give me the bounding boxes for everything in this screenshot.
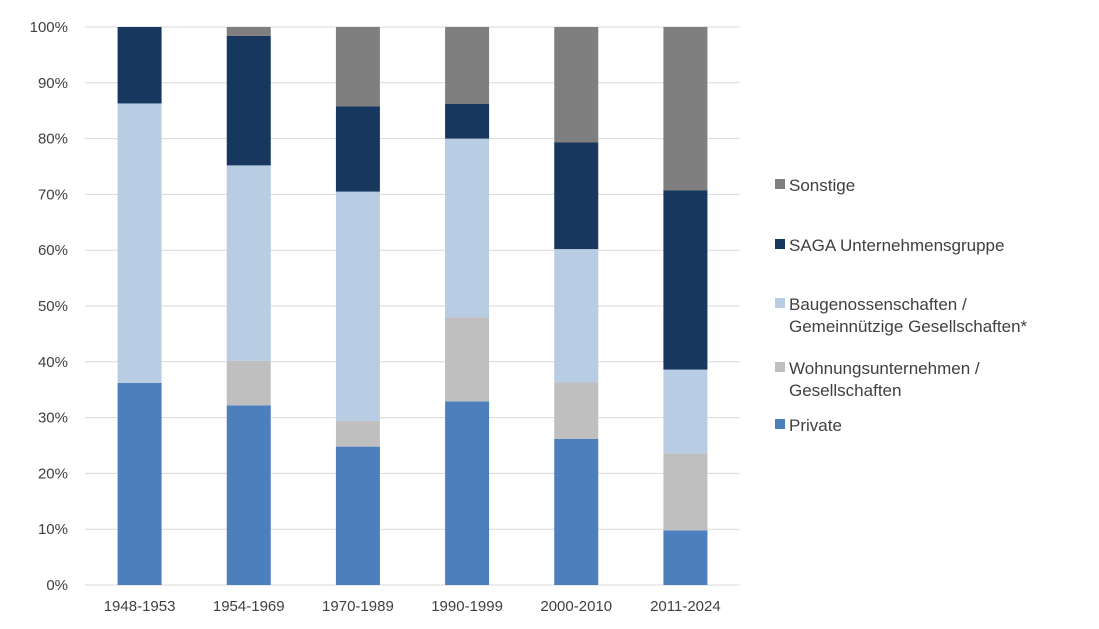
y-tick-label: 80% (38, 131, 68, 148)
legend-label: Sonstige (789, 176, 855, 195)
bar-segment (663, 530, 708, 585)
x-tick-label: 1954-1969 (213, 598, 285, 615)
x-tick-label: 2000-2010 (540, 598, 612, 615)
bar-segment (226, 27, 271, 36)
y-tick-label: 20% (38, 465, 68, 482)
bar-segment (445, 27, 490, 105)
y-tick-label: 70% (38, 186, 68, 203)
grid-lines (85, 26, 740, 586)
legend-label: Gesellschaften (789, 381, 901, 400)
bar-segment (445, 401, 490, 585)
legend-label: Baugenossenschaften / (789, 295, 967, 314)
bar-segment (663, 190, 708, 370)
legend-label: Wohnungsunternehmen / (789, 359, 980, 378)
bar-segment (226, 165, 271, 361)
bar-segment (554, 249, 599, 383)
legend-swatch (775, 362, 785, 372)
y-tick-label: 50% (38, 298, 68, 315)
x-tick-label: 1948-1953 (104, 598, 176, 615)
bar-segment (554, 142, 599, 250)
bar-segment (554, 382, 599, 439)
y-tick-label: 30% (38, 410, 68, 427)
bar-segment (335, 420, 380, 447)
bars-group (117, 27, 708, 585)
y-tick-label: 10% (38, 521, 68, 538)
y-axis-ticks: 0% 10% 20% 30% 40% 50% 60% 70% 80% 90% 100% (30, 19, 68, 594)
legend-label: SAGA Unternehmensgruppe (789, 236, 1004, 255)
bar-segment (554, 27, 599, 143)
legend: Sonstige SAGA Unternehmensgruppe Baugenoss… (775, 176, 1028, 435)
bar-segment (335, 446, 380, 585)
y-tick-label: 40% (38, 354, 68, 371)
bar-segment (335, 191, 380, 421)
legend-swatch (775, 419, 785, 429)
legend-swatch (775, 298, 785, 308)
bar-segment (663, 27, 708, 191)
x-tick-label: 1990-1999 (431, 598, 503, 615)
legend-swatch (775, 179, 785, 189)
bar-segment (226, 360, 271, 406)
bar-segment (117, 103, 162, 384)
x-tick-label: 1970-1989 (322, 598, 394, 615)
bar-segment (226, 405, 271, 585)
legend-label: Private (789, 416, 842, 435)
bar-segment (663, 453, 708, 531)
bar-segment (226, 35, 271, 166)
y-tick-label: 100% (30, 19, 68, 36)
bar-segment (445, 317, 490, 402)
bar-segment (445, 104, 490, 139)
bar-segment (554, 438, 599, 585)
bar-segment (117, 27, 162, 104)
bar-segment (445, 138, 490, 318)
y-tick-label: 0% (46, 577, 68, 594)
legend-swatch (775, 239, 785, 249)
bar-segment (663, 369, 708, 454)
bar-segment (335, 27, 380, 107)
x-tick-label: 2011-2024 (650, 598, 721, 615)
legend-label: Gemeinnützige Gesellschaften* (789, 317, 1028, 336)
y-tick-label: 60% (38, 242, 68, 259)
bar-segment (335, 106, 380, 192)
y-tick-label: 90% (38, 75, 68, 92)
x-axis-ticks: 1948-1953 1954-1969 1970-1989 1990-1999 2000… (104, 598, 721, 615)
bar-segment (117, 383, 162, 585)
